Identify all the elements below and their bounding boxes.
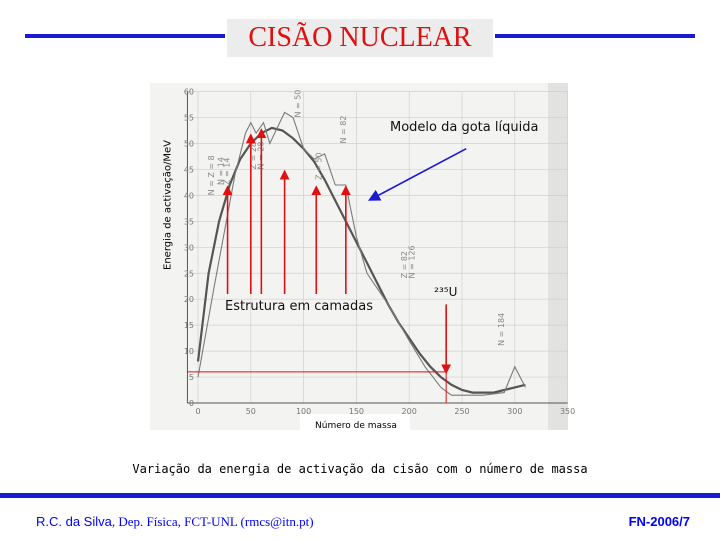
scan-frame-right — [548, 83, 568, 430]
y-tick-label: 60 — [184, 88, 194, 97]
y-tick-label: 0 — [189, 399, 194, 408]
author-credit: R.C. da Silva, Dep. Física, FCT-UNL (rmc… — [36, 514, 314, 530]
magic-label: Z = 50 — [315, 152, 324, 179]
u235-label: ²³⁵U — [434, 285, 457, 299]
y-tick-label: 15 — [184, 321, 194, 330]
x-tick-label: 350 — [560, 407, 575, 416]
course-code: FN-2006/7 — [628, 514, 690, 529]
x-tick-label: 0 — [195, 407, 200, 416]
x-tick-label: 250 — [454, 407, 469, 416]
y-tick-label: 35 — [184, 217, 194, 226]
magic-label: N = 14 — [216, 157, 225, 185]
y-tick-label: 55 — [184, 114, 194, 123]
shell-structure-label: Estrutura em camadas — [225, 299, 373, 314]
x-tick-label: 200 — [402, 407, 417, 416]
liquid-drop-label: Modelo da gota líquida — [390, 120, 538, 135]
footer-rule — [0, 493, 720, 498]
x-tick-label: 50 — [246, 407, 256, 416]
magic-label: N = 184 — [497, 313, 506, 346]
y-tick-label: 5 — [189, 373, 194, 382]
x-tick-label: 300 — [507, 407, 522, 416]
author-name: R.C. da Silva — [36, 514, 112, 529]
y-tick-label: 40 — [184, 191, 194, 200]
tick-labels: 0 5 10 15 20 25 30 35 40 45 50 55 60 0 50 100 150 200 250 3… — [184, 88, 575, 416]
magic-label: N = 50 — [293, 90, 302, 118]
xlabel-box — [300, 414, 410, 434]
magic-label: Z = 28 — [249, 142, 258, 169]
slide-title: CISÃO NUCLEAR — [227, 19, 493, 57]
y-tick-label: 10 — [184, 347, 194, 356]
y-tick-label: 25 — [184, 269, 194, 278]
author-affiliation: , Dep. Física, FCT-UNL (rmcs@itn.pt) — [111, 514, 314, 529]
annotations: Estrutura em camadas Modelo da gota líqui… — [187, 120, 538, 403]
x-axis-label: Número de massa — [315, 421, 397, 431]
y-tick-label: 45 — [184, 165, 194, 174]
x-tick-label: 150 — [349, 407, 364, 416]
axes — [186, 91, 568, 404]
magic-label: Z = 82 — [400, 251, 409, 278]
magic-label: N = 126 — [407, 245, 416, 278]
magic-label: N = Z = 8 — [207, 155, 216, 195]
liquid-drop-arrow — [367, 147, 467, 201]
magic-label: N = 82 — [339, 116, 348, 144]
header-rule-left — [25, 34, 225, 38]
y-tick-label: 20 — [184, 295, 194, 304]
header-rule-right — [495, 34, 695, 38]
y-tick-label: 50 — [184, 140, 194, 149]
slide-caption: Variação da energia de activação da cisã… — [132, 462, 588, 476]
y-axis-label: Energia de activação/MeV — [162, 140, 174, 270]
shell-model-curve — [197, 111, 526, 396]
y-tick-label: 30 — [184, 243, 194, 252]
x-tick-label: 100 — [296, 407, 311, 416]
magic-label: Z = 14 — [223, 158, 232, 185]
